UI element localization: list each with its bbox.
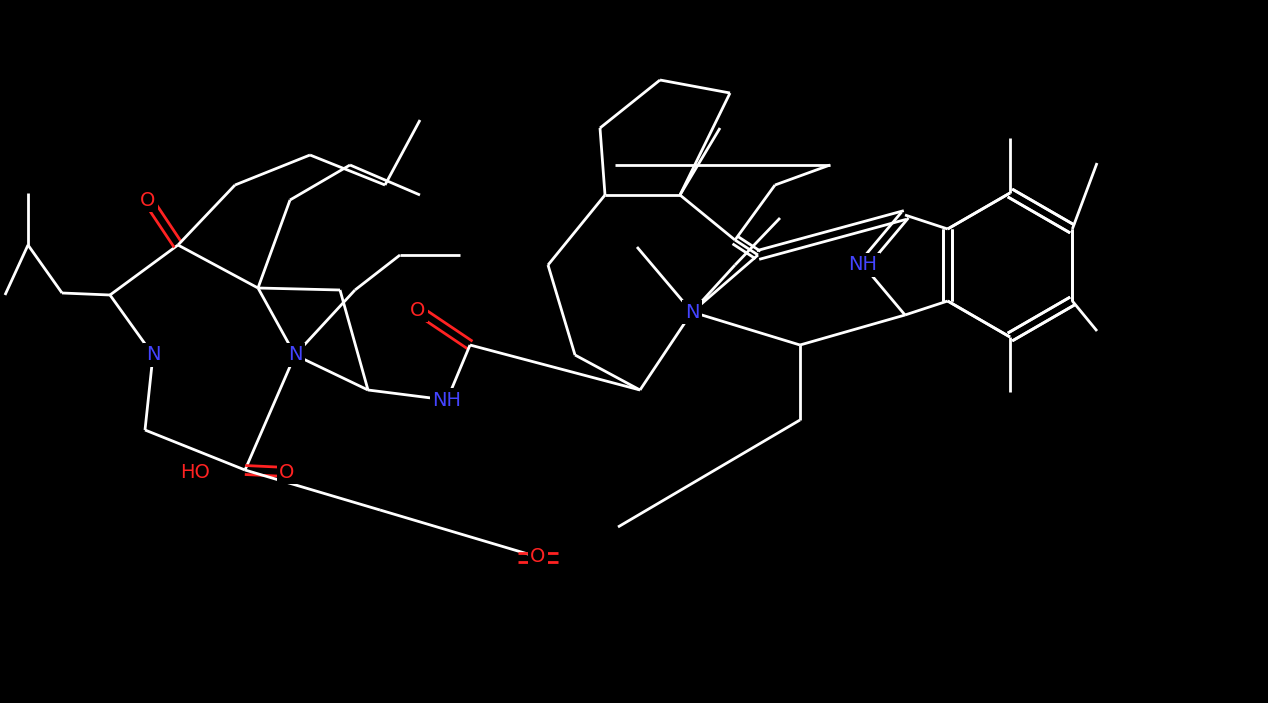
Text: O: O [141,191,156,209]
Text: O: O [279,463,294,482]
Text: N: N [685,302,699,321]
Text: N: N [288,345,302,364]
Text: N: N [146,345,160,364]
Text: HO: HO [180,463,210,482]
Text: NH: NH [432,390,462,410]
Text: NH: NH [848,255,877,274]
Text: O: O [530,548,545,567]
Text: O: O [411,300,426,319]
